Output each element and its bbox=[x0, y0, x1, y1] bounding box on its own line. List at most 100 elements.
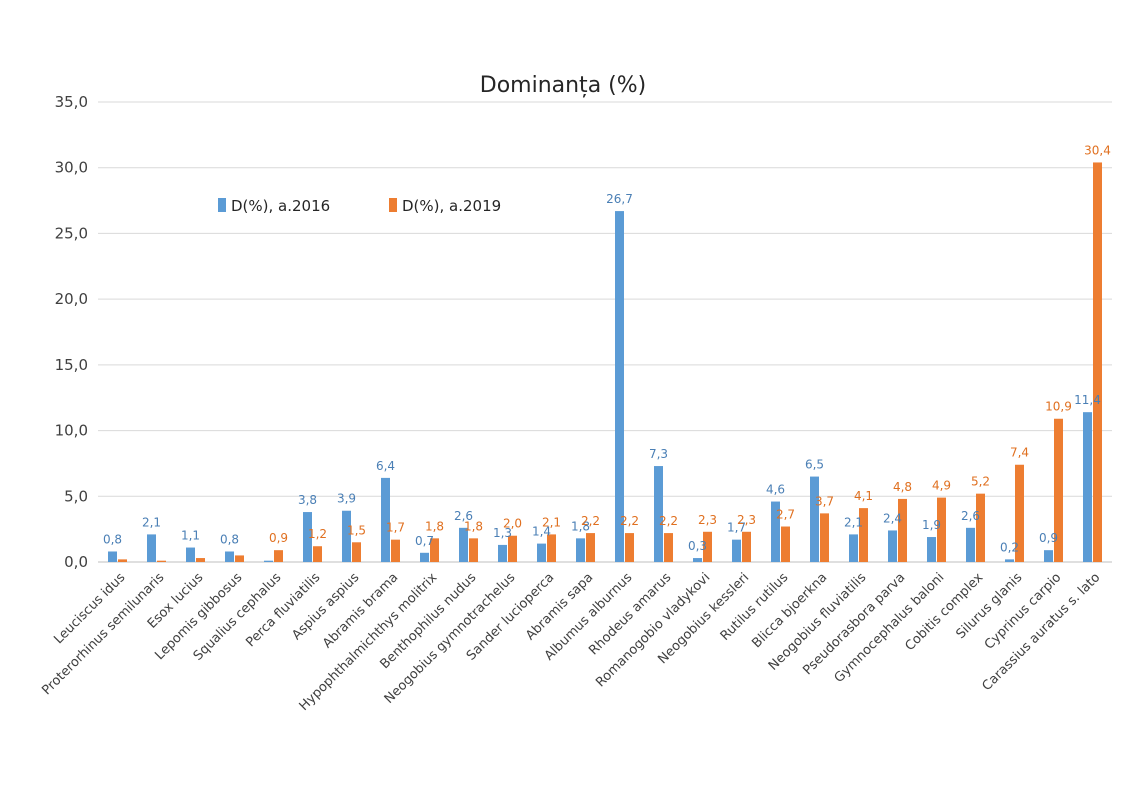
bar-2019 bbox=[742, 531, 751, 562]
data-label: 1,2 bbox=[308, 527, 327, 541]
bar-2016 bbox=[1083, 412, 1092, 562]
y-tick-label: 0,0 bbox=[64, 553, 88, 571]
bar-2019 bbox=[781, 526, 790, 562]
gridlines bbox=[98, 101, 1112, 563]
y-tick-label: 30,0 bbox=[55, 159, 88, 177]
data-label: 3,7 bbox=[815, 494, 834, 508]
data-label: 6,4 bbox=[376, 459, 395, 473]
bar-2016 bbox=[966, 527, 975, 562]
data-label: 2,2 bbox=[659, 514, 678, 528]
bar-2019 bbox=[508, 535, 517, 562]
data-label: 0,9 bbox=[1039, 531, 1058, 545]
bar-2016 bbox=[342, 510, 351, 562]
data-label: 2,2 bbox=[620, 514, 639, 528]
bar-2019 bbox=[1015, 464, 1024, 562]
bar-2016 bbox=[459, 527, 468, 562]
data-label: 1,5 bbox=[347, 523, 366, 537]
bar-2019 bbox=[664, 533, 673, 562]
y-tick-label: 35,0 bbox=[55, 93, 88, 111]
data-label: 1,8 bbox=[571, 519, 590, 533]
bar-2016 bbox=[108, 551, 117, 562]
bar-2016 bbox=[381, 477, 390, 562]
data-label: 2,1 bbox=[542, 515, 561, 529]
bar-2019 bbox=[313, 546, 322, 562]
bar-2019 bbox=[586, 533, 595, 562]
bar-2016 bbox=[1044, 550, 1053, 562]
bars bbox=[108, 162, 1102, 563]
data-label: 0,7 bbox=[415, 534, 434, 548]
bar-2016 bbox=[654, 466, 663, 562]
y-axis: 0,0 5,0 10,0 15,0 20,0 25,0 30,0 35,0 bbox=[55, 93, 88, 571]
data-label: 11,4 bbox=[1074, 393, 1101, 407]
data-label: 26,7 bbox=[606, 192, 633, 206]
bar-2016 bbox=[810, 476, 819, 562]
data-label: 1,7 bbox=[727, 521, 746, 535]
bar-2016 bbox=[1005, 559, 1014, 562]
data-label: 4,6 bbox=[766, 483, 785, 497]
bar-2016 bbox=[615, 211, 624, 563]
bar-2019 bbox=[976, 493, 985, 562]
bar-2019 bbox=[898, 498, 907, 562]
bar-2019 bbox=[196, 558, 205, 562]
data-label: 0,8 bbox=[220, 532, 239, 546]
data-label: 4,8 bbox=[893, 480, 912, 494]
data-label: 0,3 bbox=[688, 539, 707, 553]
y-tick-label: 5,0 bbox=[64, 487, 88, 505]
data-label: 30,4 bbox=[1084, 143, 1111, 157]
data-label: 2,6 bbox=[961, 509, 980, 523]
bar-2019 bbox=[937, 497, 946, 562]
x-tick-label: Rutilus rutilus bbox=[718, 570, 792, 644]
y-tick-label: 10,0 bbox=[55, 422, 88, 440]
bar-2016 bbox=[186, 547, 195, 562]
data-label: 2,2 bbox=[581, 514, 600, 528]
data-label: 0,9 bbox=[269, 531, 288, 545]
bar-2019 bbox=[391, 539, 400, 562]
bar-2019 bbox=[703, 531, 712, 562]
legend-label-2016: D(%), a.2016 bbox=[231, 197, 330, 215]
data-label: 2,7 bbox=[776, 508, 795, 522]
bar-2016 bbox=[849, 534, 858, 562]
legend-swatch-2016 bbox=[218, 198, 226, 212]
bar-2019 bbox=[820, 513, 829, 562]
data-label: 2,3 bbox=[737, 513, 756, 527]
bar-2019 bbox=[430, 538, 439, 562]
data-label: 0,2 bbox=[1000, 540, 1019, 554]
data-label: 2,0 bbox=[503, 517, 522, 531]
bar-2019 bbox=[859, 508, 868, 562]
bar-2019 bbox=[1054, 418, 1063, 562]
y-tick-label: 25,0 bbox=[55, 224, 88, 242]
bar-2019 bbox=[157, 560, 166, 562]
legend-label-2019: D(%), a.2019 bbox=[402, 197, 501, 215]
bar-2016 bbox=[147, 534, 156, 562]
bar-2019 bbox=[274, 550, 283, 562]
bar-2016 bbox=[537, 543, 546, 562]
data-label: 2,1 bbox=[844, 515, 863, 529]
data-label: 7,4 bbox=[1010, 446, 1029, 460]
data-label: 2,4 bbox=[883, 511, 902, 525]
data-label: 1,8 bbox=[464, 519, 483, 533]
bar-2016 bbox=[927, 537, 936, 562]
legend: D(%), a.2016 D(%), a.2019 bbox=[218, 197, 501, 215]
data-label: 4,1 bbox=[854, 489, 873, 503]
bar-2019 bbox=[352, 542, 361, 562]
bar-2016 bbox=[771, 501, 780, 562]
bar-2016 bbox=[693, 558, 702, 562]
data-label: 3,8 bbox=[298, 493, 317, 507]
data-label: 4,9 bbox=[932, 479, 951, 493]
bar-2019 bbox=[625, 533, 634, 562]
data-label: 3,9 bbox=[337, 492, 356, 506]
data-label: 5,2 bbox=[971, 475, 990, 489]
data-labels: 0,8 2,1 1,1 0,8 3,8 3,9 6,4 0,7 2,6 1,3 1,4 1,8 26,7… bbox=[103, 143, 1111, 554]
bar-2019 bbox=[469, 538, 478, 562]
bar-2016 bbox=[498, 544, 507, 562]
bar-2016 bbox=[303, 512, 312, 562]
bar-2016 bbox=[420, 552, 429, 562]
bar-2016 bbox=[225, 551, 234, 562]
data-label: 2,1 bbox=[142, 515, 161, 529]
bar-2016 bbox=[732, 539, 741, 562]
chart-title: Dominanța (%) bbox=[480, 73, 646, 98]
x-tick-label: Abramis sapa bbox=[523, 570, 596, 643]
data-label: 6,5 bbox=[805, 458, 824, 472]
